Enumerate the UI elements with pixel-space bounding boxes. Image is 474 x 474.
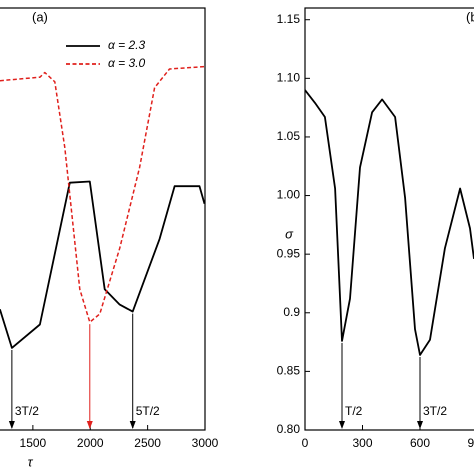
x-tick-label: 0 <box>302 436 309 450</box>
x-tick-label: 300 <box>352 436 372 450</box>
annotation-label: 3T/2 <box>423 404 447 418</box>
arrow-head <box>129 421 136 429</box>
arrow-head <box>86 421 93 429</box>
arrow-head <box>338 421 345 429</box>
line <box>0 180 205 349</box>
annotation-label: T/2 <box>345 404 363 418</box>
legend-label: α = 2.3 <box>108 38 146 52</box>
plot-frame <box>0 7 206 431</box>
y-tick-label: 0.80 <box>277 422 301 436</box>
y-tick-label: 0.95 <box>277 246 301 260</box>
arrow-head <box>417 421 423 429</box>
arrow-head <box>8 421 15 429</box>
annotation-label: 5T/2 <box>136 404 160 418</box>
y-tick-label: 1.15 <box>277 12 301 26</box>
x-tick-label: 2000 <box>77 436 104 450</box>
x-tick-label: 1500 <box>20 436 47 450</box>
y-axis-label: σ <box>285 226 294 241</box>
panel-label: (b) <box>466 9 474 24</box>
y-tick-label: 0.85 <box>277 364 301 378</box>
panel-label: (a) <box>32 9 48 24</box>
legend-label: α = 3.0 <box>108 56 146 70</box>
plot-area <box>0 65 205 349</box>
plot-area <box>305 89 474 356</box>
plot-frame <box>304 7 474 431</box>
y-tick-label: 1.05 <box>277 129 301 143</box>
y-tick-label: 1.10 <box>277 71 301 85</box>
x-axis-label: τ <box>28 454 34 469</box>
x-tick-label: 600 <box>410 436 430 450</box>
y-tick-label: 0.9 <box>283 305 300 319</box>
line <box>0 65 205 323</box>
line <box>305 89 474 356</box>
x-tick-label: 2500 <box>134 436 161 450</box>
x-tick-label: 900 <box>467 436 474 450</box>
x-tick-label: 3000 <box>192 436 219 450</box>
y-tick-label: 1.00 <box>277 188 301 202</box>
annotation-label: 3T/2 <box>15 404 39 418</box>
